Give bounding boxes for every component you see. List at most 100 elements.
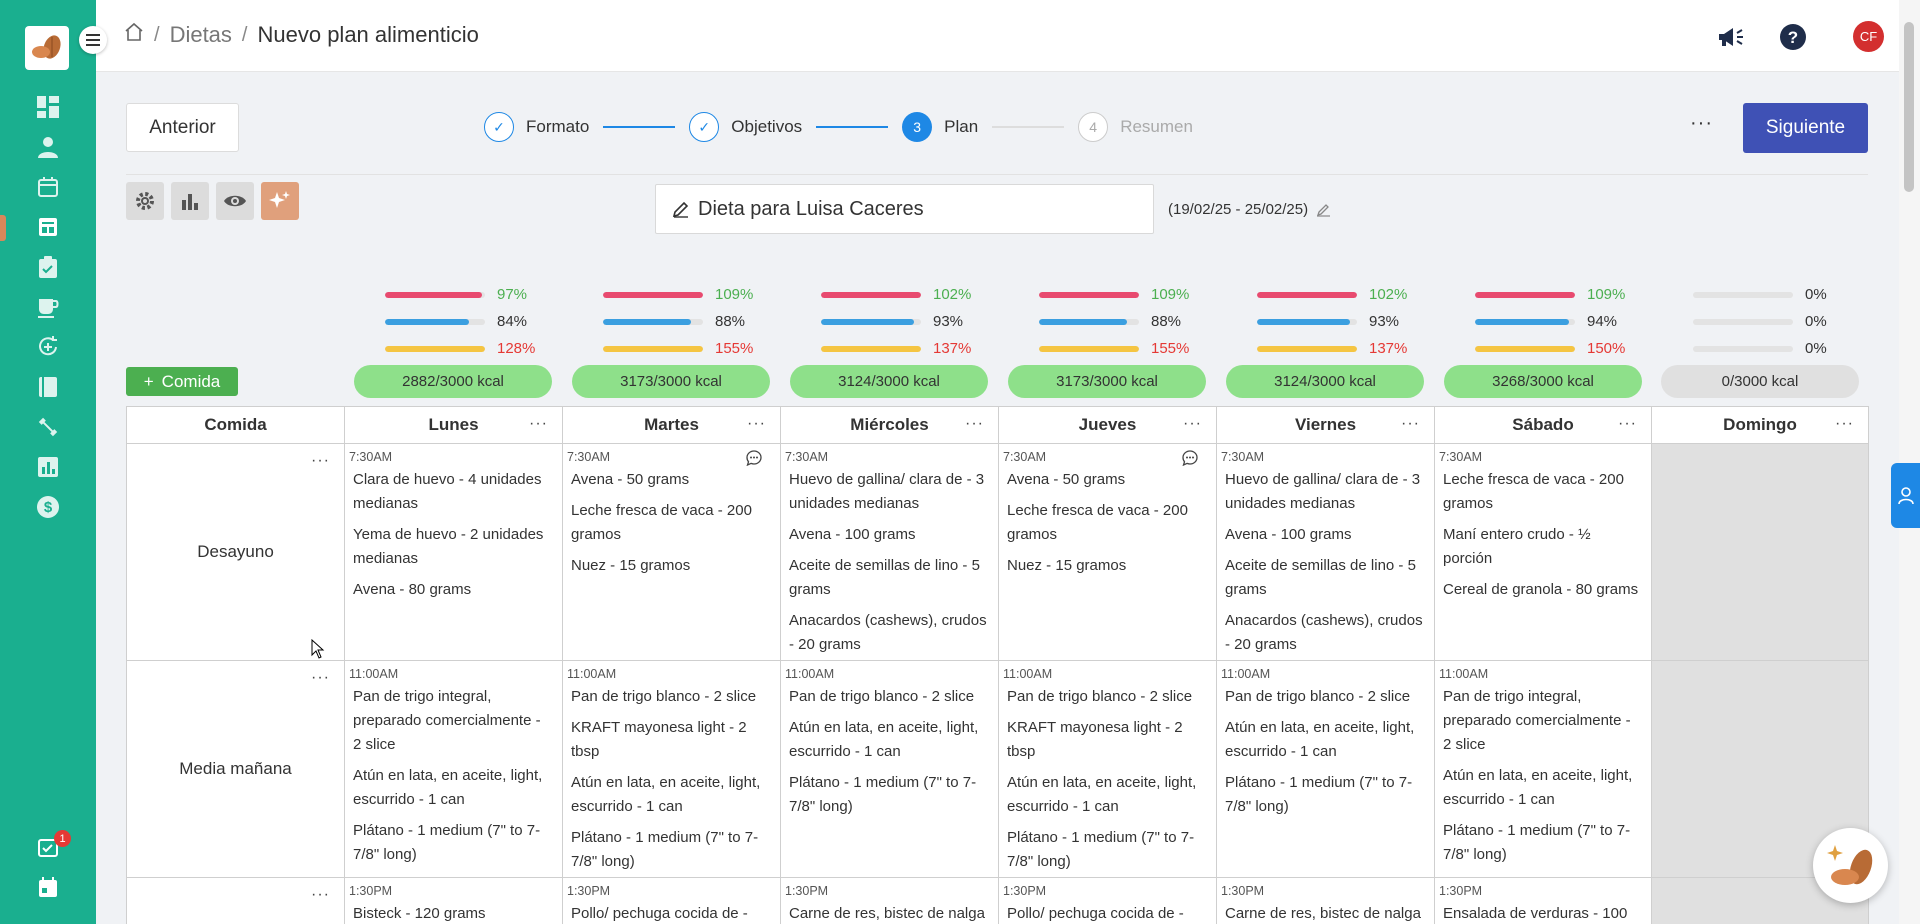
day-options-button[interactable]: ··· xyxy=(1183,415,1202,432)
meal-cell[interactable]: 11:00AM Pan de trigo integral, preparado … xyxy=(1434,660,1652,878)
meal-options-button[interactable]: ··· xyxy=(311,452,330,469)
meal-cell[interactable]: 11:00AM Pan de trigo integral, preparado … xyxy=(344,660,563,878)
breadcrumb-dietas[interactable]: Dietas xyxy=(169,22,232,47)
food-item[interactable]: Leche fresca de vaca - 200 gramos xyxy=(1443,471,1624,512)
meal-cell[interactable]: 7:30AM Huevo de gallina/ clara de - 3 uni… xyxy=(780,443,999,661)
step-plan[interactable]: 3 Plan xyxy=(902,112,978,142)
comment-icon[interactable] xyxy=(1182,450,1198,470)
meal-cell-empty[interactable] xyxy=(1651,443,1869,661)
plan-name-field[interactable]: Dieta para Luisa Caceres xyxy=(655,184,1154,234)
day-options-button[interactable]: ··· xyxy=(965,415,984,432)
dumbbell-icon[interactable] xyxy=(36,415,60,439)
food-item[interactable]: Nuez - 15 gramos xyxy=(571,557,691,574)
meal-cell[interactable]: 11:00AM Pan de trigo blanco - 2 slice Atún… xyxy=(780,660,999,878)
meal-cell[interactable]: 1:30PM Carne de res, bistec de nalga xyxy=(1216,877,1435,924)
food-item[interactable]: Atún en lata, en aceite, light, escurrid… xyxy=(353,767,543,808)
food-item[interactable]: Ensalada de verduras - 100 xyxy=(1443,905,1628,922)
food-item[interactable]: Pan de trigo blanco - 2 slice xyxy=(1007,688,1193,705)
menu-toggle-button[interactable] xyxy=(79,26,107,54)
food-item[interactable]: Yema de huevo - 2 unidades medianas xyxy=(353,526,544,567)
meal-cell[interactable]: 7:30AM Leche fresca de vaca - 200 gramos M… xyxy=(1434,443,1652,661)
date-range[interactable]: (19/02/25 - 25/02/25) xyxy=(1168,201,1331,218)
food-item[interactable]: Atún en lata, en aceite, light, escurrid… xyxy=(571,774,761,815)
step-objetivos[interactable]: ✓ Objetivos xyxy=(689,112,802,142)
app-logo[interactable] xyxy=(25,26,69,70)
meal-cell[interactable]: 1:30PM Ensalada de verduras - 100 xyxy=(1434,877,1652,924)
book-icon[interactable] xyxy=(36,375,60,399)
meal-cell[interactable]: 11:00AM Pan de trigo blanco - 2 slice KRAF… xyxy=(562,660,781,878)
clipboard-icon[interactable] xyxy=(36,255,60,279)
comment-icon[interactable] xyxy=(746,450,762,470)
food-item[interactable]: Pan de trigo integral, preparado comerci… xyxy=(353,688,541,753)
day-options-button[interactable]: ··· xyxy=(529,415,548,432)
food-item[interactable]: Aceite de semillas de lino - 5 grams xyxy=(789,557,980,598)
food-item[interactable]: Atún en lata, en aceite, light, escurrid… xyxy=(1443,767,1633,808)
food-item[interactable]: Anacardos (cashews), crudos - 20 grams xyxy=(1225,612,1423,653)
food-item[interactable]: Pan de trigo integral, preparado comerci… xyxy=(1443,688,1631,753)
food-item[interactable]: Maní entero crudo - ½ porción xyxy=(1443,526,1591,567)
calendar-bottom-icon[interactable] xyxy=(36,875,60,899)
food-item[interactable]: Pan de trigo blanco - 2 slice xyxy=(789,688,975,705)
food-item[interactable]: Anacardos (cashews), crudos - 20 grams xyxy=(789,612,987,653)
more-options-button[interactable]: ··· xyxy=(1690,112,1713,134)
megaphone-icon[interactable] xyxy=(1716,22,1746,52)
food-item[interactable]: Pan de trigo blanco - 2 slice xyxy=(571,688,757,705)
meal-options-button[interactable]: ··· xyxy=(311,886,330,903)
food-item[interactable]: Avena - 100 grams xyxy=(1225,526,1352,543)
food-item[interactable]: Bisteck - 120 grams xyxy=(353,905,486,922)
dashboard-icon[interactable] xyxy=(36,95,60,119)
home-icon[interactable] xyxy=(124,22,144,48)
food-item[interactable]: Plátano - 1 medium (7" to 7-7/8" long) xyxy=(789,774,977,815)
food-item[interactable]: Leche fresca de vaca - 200 gramos xyxy=(1007,502,1188,543)
diet-icon[interactable] xyxy=(36,215,60,239)
food-item[interactable]: Avena - 50 grams xyxy=(1007,471,1126,488)
food-item[interactable]: Pollo/ pechuga cocida de - xyxy=(1007,905,1184,922)
add-meal-button[interactable]: + Comida xyxy=(126,367,238,396)
food-item[interactable]: Huevo de gallina/ clara de - 3 unidades … xyxy=(1225,471,1421,512)
step-formato[interactable]: ✓ Formato xyxy=(484,112,589,142)
settings-button[interactable] xyxy=(126,182,164,220)
help-icon[interactable]: ? xyxy=(1778,22,1808,52)
food-item[interactable]: Plátano - 1 medium (7" to 7-7/8" long) xyxy=(1007,829,1195,870)
food-item[interactable]: Atún en lata, en aceite, light, escurrid… xyxy=(1007,774,1197,815)
meal-cell[interactable]: 7:30AM Avena - 50 grams Leche fresca de va… xyxy=(562,443,781,661)
food-item[interactable]: Avena - 80 grams xyxy=(353,581,472,598)
food-item[interactable]: KRAFT mayonesa light - 2 tbsp xyxy=(571,719,747,760)
food-item[interactable]: Leche fresca de vaca - 200 gramos xyxy=(571,502,752,543)
calendar-icon[interactable] xyxy=(36,175,60,199)
meal-cell[interactable]: 11:00AM Pan de trigo blanco - 2 slice Atún… xyxy=(1216,660,1435,878)
patient-panel-tab[interactable] xyxy=(1891,463,1920,528)
stats-button[interactable] xyxy=(171,182,209,220)
user-avatar[interactable]: CF xyxy=(1853,21,1884,52)
food-item[interactable]: Aceite de semillas de lino - 5 grams xyxy=(1225,557,1416,598)
day-options-button[interactable]: ··· xyxy=(747,415,766,432)
tasks-icon[interactable] xyxy=(36,835,60,859)
scrollbar-track[interactable] xyxy=(1899,0,1920,924)
refresh-plus-icon[interactable] xyxy=(36,335,60,359)
meal-cell[interactable]: 1:30PM Bisteck - 120 grams xyxy=(344,877,563,924)
ai-assistant-button[interactable] xyxy=(1813,828,1888,903)
chart-icon[interactable] xyxy=(36,455,60,479)
dollar-icon[interactable]: $ xyxy=(36,495,60,519)
meal-cell[interactable]: 11:00AM Pan de trigo blanco - 2 slice KRAF… xyxy=(998,660,1217,878)
meal-cell[interactable]: 7:30AM Huevo de gallina/ clara de - 3 uni… xyxy=(1216,443,1435,661)
food-item[interactable]: Atún en lata, en aceite, light, escurrid… xyxy=(1225,719,1415,760)
meal-cell[interactable]: 1:30PM Pollo/ pechuga cocida de - xyxy=(998,877,1217,924)
food-item[interactable]: Clara de huevo - 4 unidades medianas xyxy=(353,471,542,512)
preview-button[interactable] xyxy=(216,182,254,220)
meal-cell[interactable]: 1:30PM Carne de res, bistec de nalga xyxy=(780,877,999,924)
food-item[interactable]: Pan de trigo blanco - 2 slice xyxy=(1225,688,1411,705)
food-item[interactable]: Plátano - 1 medium (7" to 7-7/8" long) xyxy=(1443,822,1631,863)
day-options-button[interactable]: ··· xyxy=(1835,415,1854,432)
food-item[interactable]: Atún en lata, en aceite, light, escurrid… xyxy=(789,719,979,760)
food-item[interactable]: KRAFT mayonesa light - 2 tbsp xyxy=(1007,719,1183,760)
scrollbar-thumb[interactable] xyxy=(1904,22,1914,192)
food-item[interactable]: Pollo/ pechuga cocida de - xyxy=(571,905,748,922)
day-options-button[interactable]: ··· xyxy=(1401,415,1420,432)
food-item[interactable]: Nuez - 15 gramos xyxy=(1007,557,1127,574)
food-item[interactable]: Plátano - 1 medium (7" to 7-7/8" long) xyxy=(571,829,759,870)
food-item[interactable]: Plátano - 1 medium (7" to 7-7/8" long) xyxy=(353,822,541,863)
food-item[interactable]: Avena - 100 grams xyxy=(789,526,916,543)
step-resumen[interactable]: 4 Resumen xyxy=(1078,112,1193,142)
food-item[interactable]: Carne de res, bistec de nalga xyxy=(1225,905,1421,922)
